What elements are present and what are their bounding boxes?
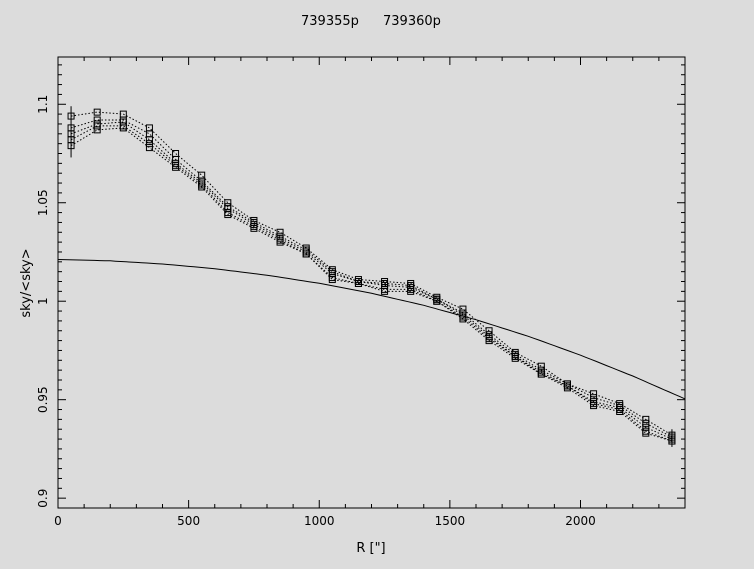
model-curve	[57, 259, 686, 400]
series-5-point	[145, 144, 153, 152]
series-1-point	[590, 390, 598, 398]
series-1-point	[224, 199, 232, 207]
x-tick-labels: 0 500 1000 1500 2000	[54, 514, 596, 528]
series-1-point	[433, 293, 441, 301]
series-5-point	[224, 211, 232, 219]
series-5-point	[328, 276, 336, 284]
header-label-b: 739360p	[383, 14, 441, 29]
series-1-point	[93, 108, 101, 116]
series-5-point	[250, 224, 258, 232]
series-2-point	[642, 419, 650, 427]
y-tick-label: 0.95	[36, 386, 50, 413]
x-tick-label: 0	[54, 514, 62, 528]
x-tick-label: 1500	[435, 514, 466, 528]
series-group	[67, 108, 676, 445]
series-5-point	[616, 407, 624, 415]
series-1-point	[642, 415, 650, 423]
series-1-point	[459, 305, 467, 313]
series-5-point	[642, 429, 650, 437]
series-2-line	[70, 119, 673, 438]
series-5-point	[172, 163, 180, 171]
series-5-line	[70, 127, 673, 442]
series-5-point	[511, 354, 519, 362]
series-2-point	[145, 130, 153, 138]
series-1-line	[71, 111, 673, 436]
series-5-point	[276, 238, 284, 246]
y-axis-label: sky/<sky>	[19, 248, 34, 317]
y-tick-label: 1.1	[36, 95, 50, 114]
series-4-point	[276, 236, 284, 244]
series-2-point	[616, 402, 624, 410]
y-tick-label: 1	[36, 297, 50, 305]
series-5-point	[433, 297, 441, 305]
series-4-point	[145, 140, 153, 148]
axis-ticks	[57, 57, 685, 508]
series-1-point	[276, 228, 284, 236]
series-5-point	[198, 183, 206, 191]
series-5-point	[302, 250, 310, 258]
y-tick-labels: 0.9 0.95 1 1.05 1.1	[36, 95, 50, 508]
series-5-point	[563, 384, 571, 392]
series-4-line	[70, 125, 673, 442]
model-curve-group	[57, 259, 686, 400]
series-1-point	[616, 400, 624, 408]
error-bar-group	[70, 106, 673, 447]
series-5-point	[485, 337, 493, 345]
series-5-point	[354, 279, 362, 287]
series-3-point	[145, 136, 153, 144]
series-4-point	[93, 122, 101, 130]
series-2-point	[276, 232, 284, 240]
series-3-point	[276, 234, 284, 242]
series-5-point	[381, 287, 389, 295]
series-5-point	[407, 287, 415, 295]
series-5-point	[119, 124, 127, 132]
x-axis-label: R ["]	[356, 541, 385, 556]
series-1-point	[198, 171, 206, 179]
series-5-point	[459, 315, 467, 323]
header-label-a: 739355p	[301, 14, 359, 29]
series-5-point	[537, 370, 545, 378]
series-2-point	[563, 380, 571, 388]
x-tick-label: 2000	[565, 514, 596, 528]
series-5-point	[590, 402, 598, 410]
y-tick-label: 0.9	[36, 489, 50, 508]
y-tick-label: 1.05	[36, 189, 50, 216]
series-5-point	[93, 126, 101, 134]
x-tick-label: 500	[177, 514, 200, 528]
series-1-point	[563, 380, 571, 388]
x-tick-label: 1000	[304, 514, 335, 528]
